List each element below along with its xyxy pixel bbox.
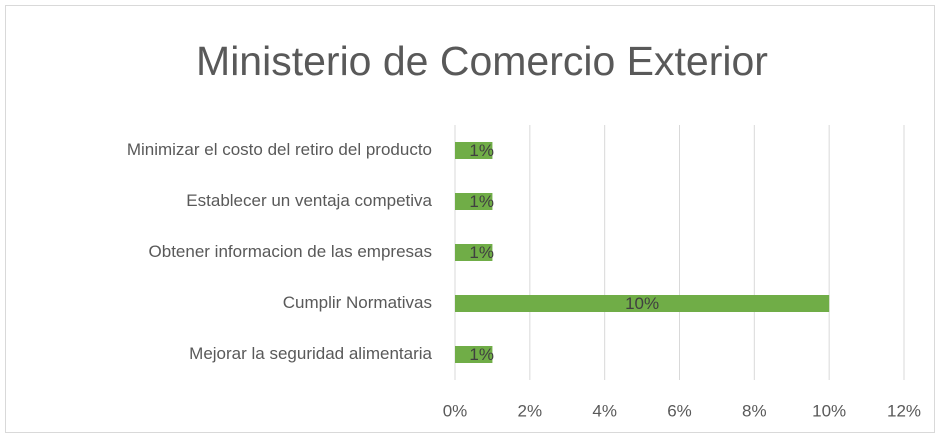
x-tick-label: 0% (443, 401, 468, 420)
data-label: 1% (469, 141, 494, 160)
bar (455, 346, 493, 363)
data-label: 1% (469, 192, 494, 211)
y-tick-label: Mejorar la seguridad alimentaria (189, 344, 432, 363)
x-tick-label: 6% (667, 401, 692, 420)
x-tick-label: 2% (518, 401, 543, 420)
y-tick-label: Obtener informacion de las empresas (149, 242, 432, 261)
data-label: 1% (469, 243, 494, 262)
y-tick-label: Establecer un ventaja competiva (186, 191, 432, 210)
x-tick-label: 12% (887, 401, 921, 420)
x-tick-label: 4% (592, 401, 617, 420)
bar (455, 295, 830, 312)
bar (455, 142, 493, 159)
y-tick-label: Cumplir Normativas (283, 293, 432, 312)
x-tick-label: 8% (742, 401, 767, 420)
data-label: 1% (469, 345, 494, 364)
y-tick-label: Minimizar el costo del retiro del produc… (127, 140, 432, 159)
x-tick-label: 10% (812, 401, 846, 420)
chart-title: Ministerio de Comercio Exterior (196, 38, 768, 84)
bar (455, 244, 493, 261)
data-label: 10% (625, 294, 659, 313)
bar (455, 193, 493, 210)
